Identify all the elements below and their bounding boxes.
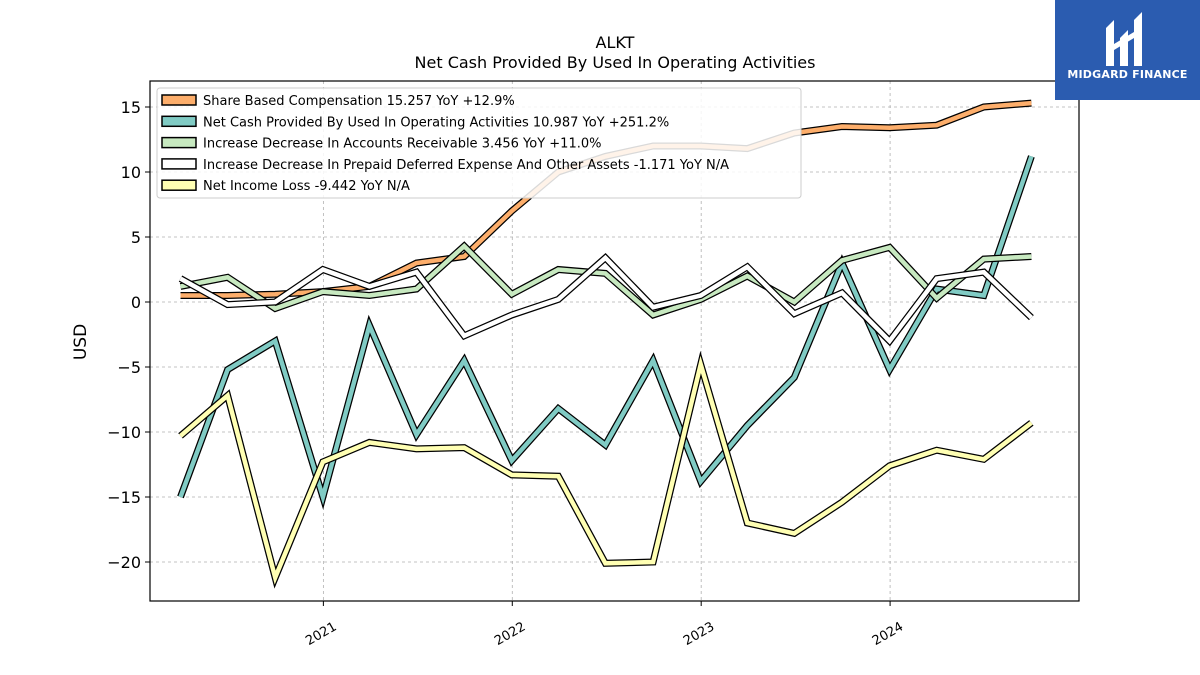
y-tick-label: 0: [131, 293, 141, 312]
midgard-finance-logo: MIDGARD FINANCE: [1055, 0, 1200, 100]
y-tick-label: −10: [107, 423, 141, 442]
legend-label: Share Based Compensation 15.257 YoY +12.…: [203, 94, 515, 109]
y-tick-label: 5: [131, 228, 141, 247]
legend-box: [156, 87, 802, 199]
series-4: [178, 252, 1034, 347]
series-line: [179, 355, 1033, 585]
series-line: [180, 242, 1032, 318]
x-tick-label: 2022: [492, 619, 528, 649]
legend-swatch: [161, 94, 197, 106]
plot-frame: [149, 80, 1080, 602]
y-tick-label: −20: [107, 553, 141, 572]
x-tick-label: 2021: [303, 619, 339, 649]
series-2: [177, 155, 1035, 510]
y-tick-label: −5: [117, 358, 141, 377]
legend-label: Net Cash Provided By Used In Operating A…: [203, 115, 669, 130]
logo-text: MIDGARD FINANCE: [1067, 68, 1188, 81]
legend-label: Increase Decrease In Prepaid Deferred Ex…: [203, 158, 729, 173]
legend-swatch: [161, 115, 197, 128]
legend-label: Increase Decrease In Accounts Receivable…: [203, 137, 601, 152]
legend-label: Net Income Loss -9.442 YoY N/A: [203, 179, 410, 194]
legend: Share Based Compensation 15.257 YoY +12.…: [156, 87, 802, 199]
y-axis: 15 10 5 0 −5 −10 −15 −20: [107, 98, 150, 572]
legend-swatch: [161, 179, 197, 191]
logo-mark-icon: [1106, 12, 1142, 66]
legend-swatch: [161, 136, 197, 149]
legend-swatch: [161, 158, 197, 170]
y-tick-label: −15: [107, 488, 141, 507]
y-tick-label: 15: [121, 98, 141, 117]
chart-subtitle: Net Cash Provided By Used In Operating A…: [415, 53, 816, 72]
x-tick-label: 2023: [681, 619, 717, 649]
series-line: [178, 155, 1034, 506]
series-line-outline: [178, 350, 1034, 589]
series-3: [179, 241, 1032, 319]
chart-title: ALKT: [596, 33, 635, 52]
y-axis-label: USD: [71, 324, 91, 360]
series-5: [178, 350, 1034, 589]
x-axis: 2021 2022 2023 2024: [303, 601, 906, 649]
y-tick-label: 10: [121, 163, 141, 182]
x-tick-label: 2024: [870, 619, 906, 649]
series-line: [179, 254, 1033, 345]
